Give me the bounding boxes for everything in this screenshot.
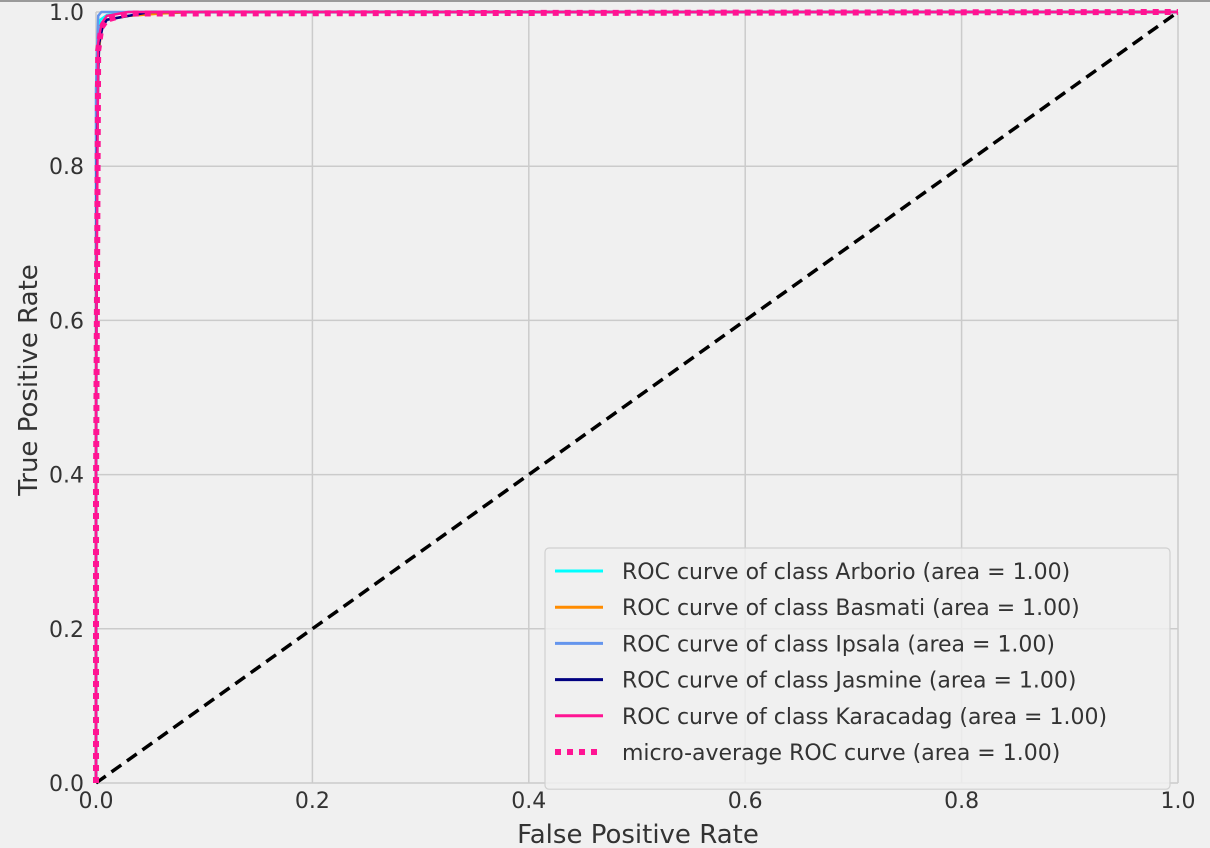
x-tick-label: 0.4 xyxy=(511,789,546,814)
chance-diagonal-line xyxy=(94,10,1180,785)
x-tick-label: 0.8 xyxy=(944,789,979,814)
y-tick-label: 0.8 xyxy=(49,155,84,180)
x-tick-label: 0.6 xyxy=(728,789,763,814)
legend: ROC curve of class Arborio (area = 1.00)… xyxy=(544,547,1171,790)
x-axis-label: False Positive Rate xyxy=(517,820,759,848)
legend-label: ROC curve of class Ipsala (area = 1.00) xyxy=(622,632,1055,657)
legend-label: micro-average ROC curve (area = 1.00) xyxy=(622,741,1060,766)
legend-label: ROC curve of class Basmati (area = 1.00) xyxy=(622,596,1080,621)
reference-layer xyxy=(94,10,1180,785)
x-tick-label: 1.0 xyxy=(1161,789,1196,814)
y-tick-label: 0.0 xyxy=(49,772,84,797)
y-tick-label: 1.0 xyxy=(49,1,84,26)
legend-label: ROC curve of class Jasmine (area = 1.00) xyxy=(622,669,1076,694)
y-axis-label: True Positive Rate xyxy=(14,264,44,497)
legend-box xyxy=(544,547,1171,790)
legend-label: ROC curve of class Arborio (area = 1.00) xyxy=(622,560,1070,585)
y-tick-label: 0.4 xyxy=(49,464,84,489)
series-line-6 xyxy=(93,9,1179,783)
y-tick-label: 0.2 xyxy=(49,618,84,643)
x-tick-label: 0.2 xyxy=(295,789,330,814)
legend-label: ROC curve of class Karacadag (area = 1.0… xyxy=(622,705,1107,730)
x-tick-label: 0.0 xyxy=(79,789,114,814)
series-layer xyxy=(93,9,1179,783)
y-tick-label: 0.6 xyxy=(49,309,84,334)
tick-label-layer: 0.0 0.2 0.4 0.6 0.8 1.0 0.0 0.2 0.4 0.6 0.8 1.0 xyxy=(49,1,1196,814)
